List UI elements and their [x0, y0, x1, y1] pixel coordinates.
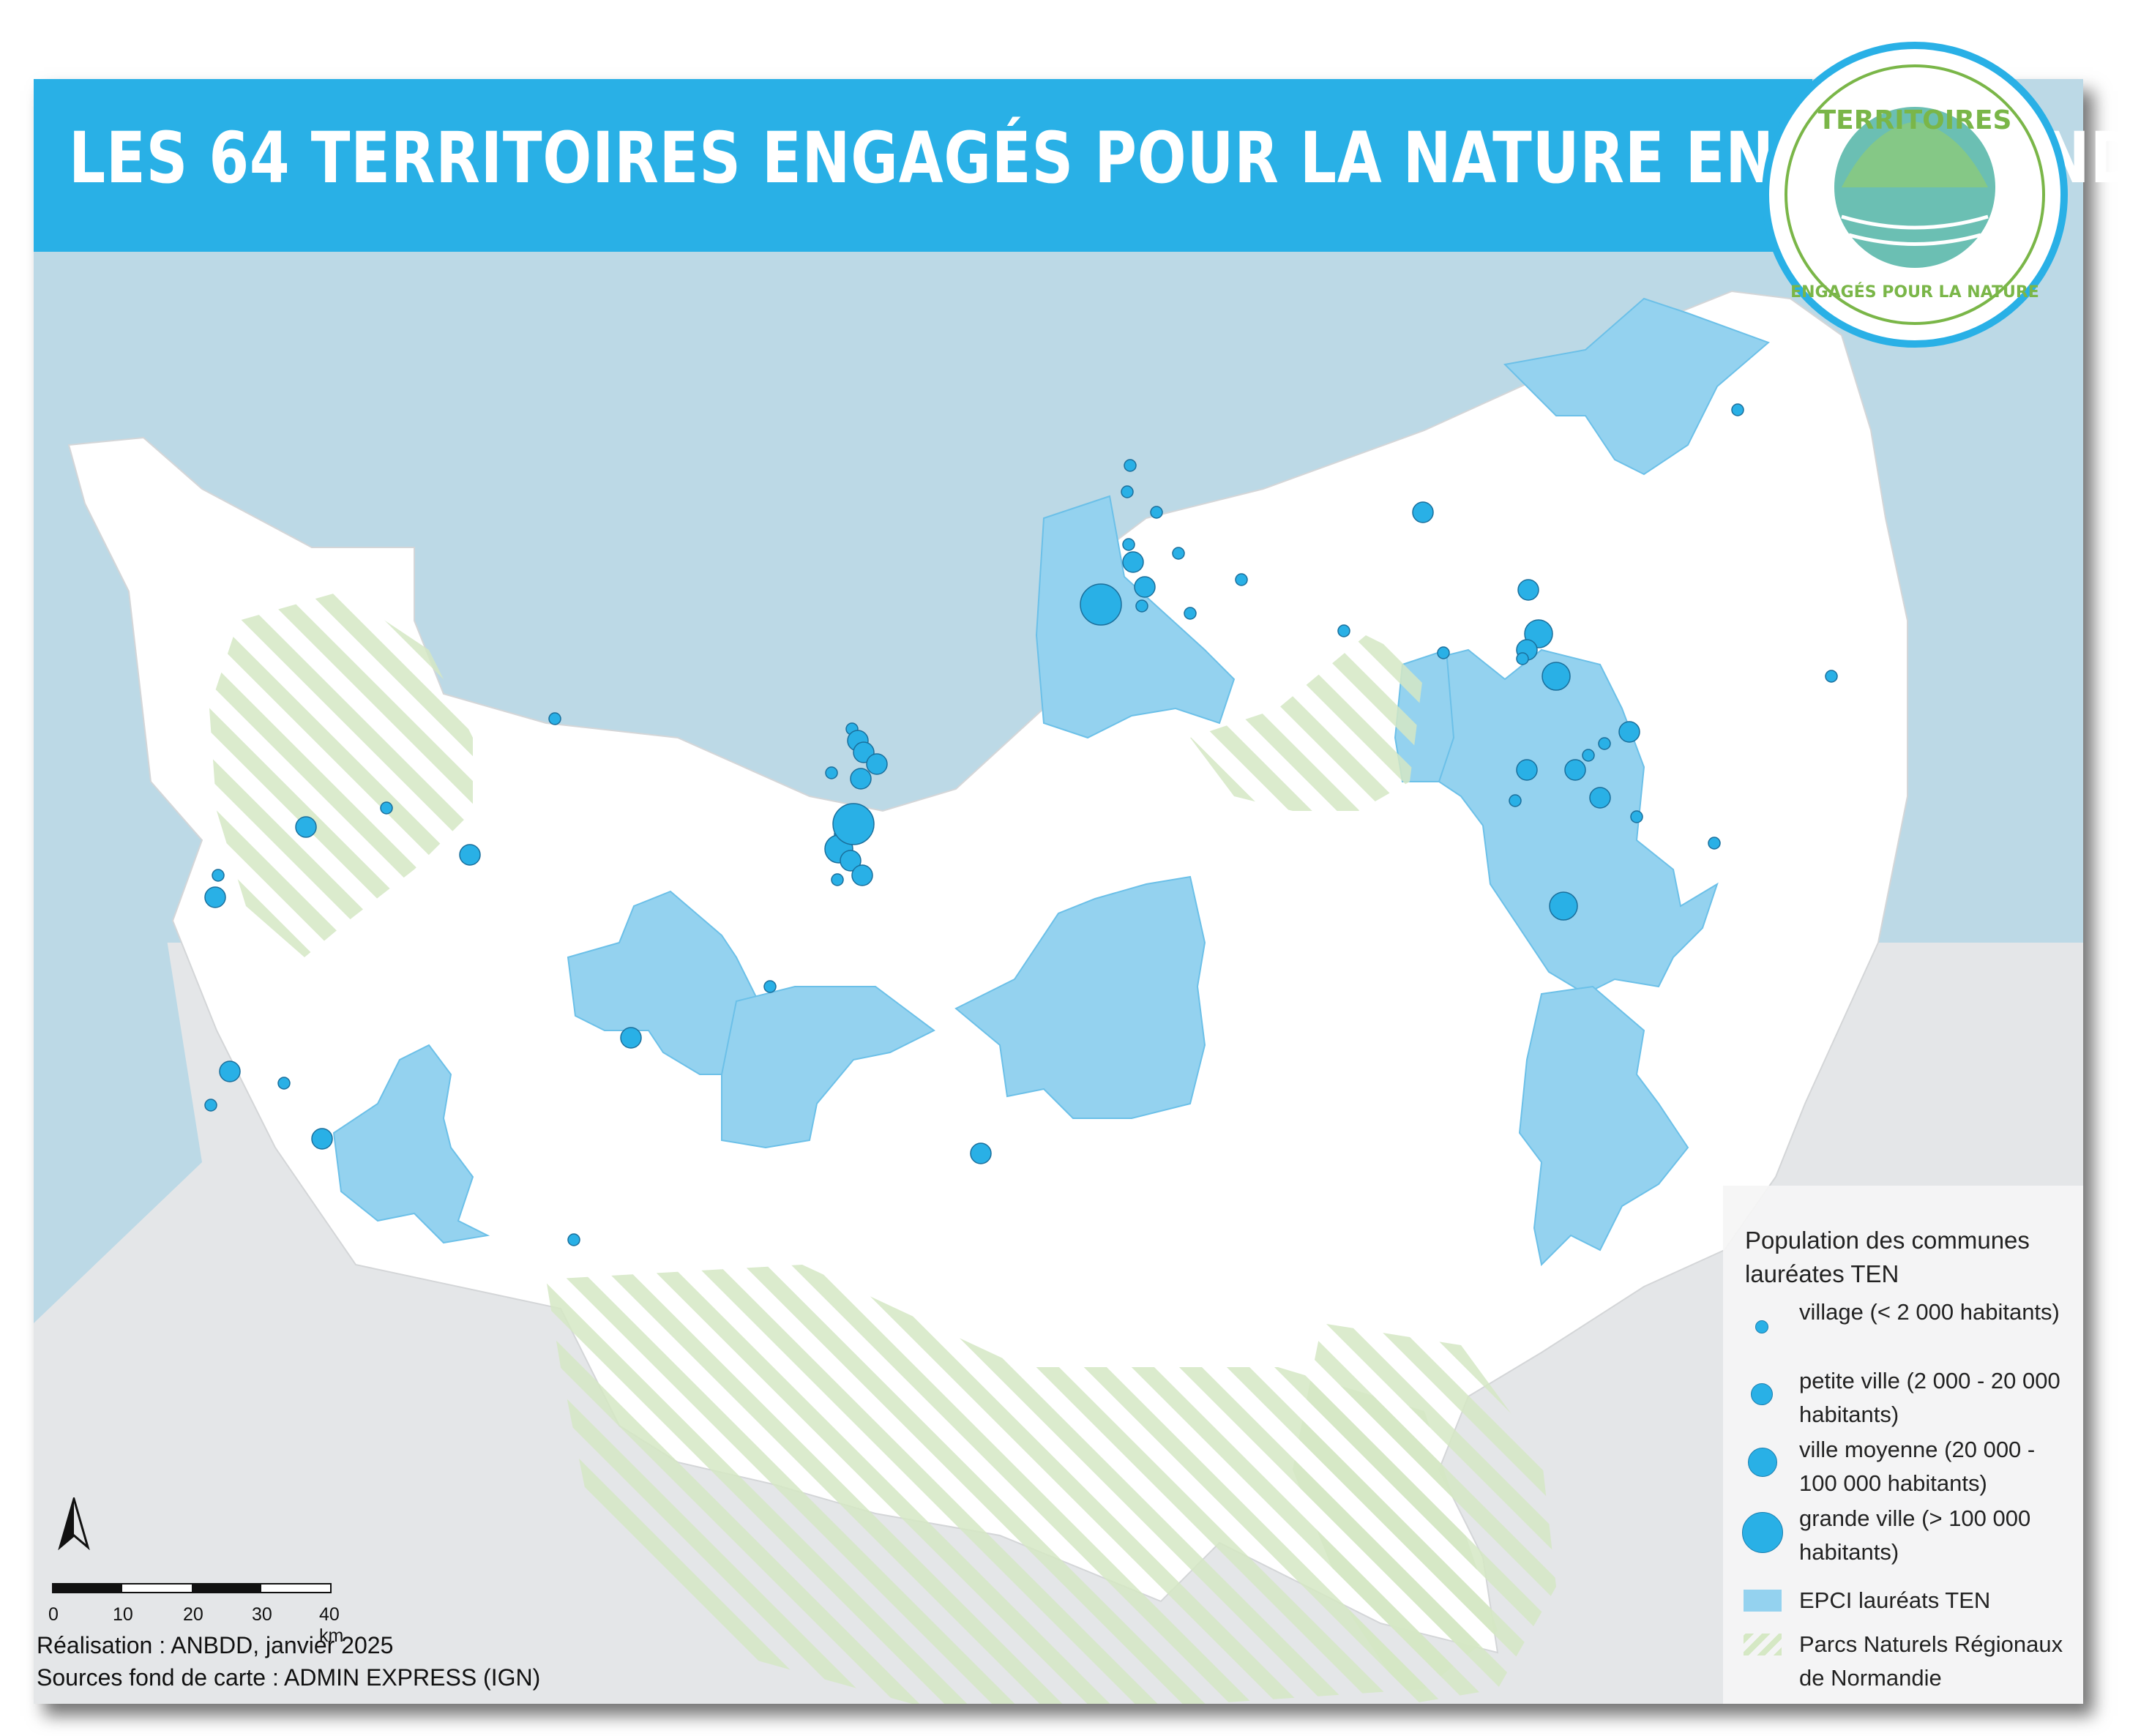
- commune-marker[interactable]: [1134, 576, 1156, 598]
- commune-marker[interactable]: [311, 1128, 333, 1150]
- scale-tick: 40 km: [319, 1604, 344, 1646]
- commune-marker[interactable]: [1337, 624, 1350, 637]
- commune-marker[interactable]: [219, 1060, 241, 1082]
- scale-tick: 30: [252, 1604, 272, 1625]
- commune-marker[interactable]: [1121, 485, 1134, 498]
- scale-tick: 20: [183, 1604, 203, 1625]
- legend-symbol-epci: [1744, 1590, 1782, 1612]
- commune-marker[interactable]: [548, 712, 561, 725]
- commune-marker[interactable]: [1598, 737, 1611, 750]
- scale-bar: 0 10 20 30 40 km: [48, 1579, 359, 1646]
- legend-symbol-petite-ville: [1751, 1383, 1773, 1405]
- legend-symbol-village: [1755, 1320, 1768, 1333]
- credits-line-author: Réalisation : ANBDD, janvier 2025: [37, 1632, 394, 1658]
- commune-marker[interactable]: [825, 766, 838, 779]
- commune-marker[interactable]: [620, 1027, 642, 1049]
- commune-marker[interactable]: [1124, 459, 1137, 472]
- commune-marker[interactable]: [1122, 551, 1144, 573]
- commune-marker[interactable]: [1582, 749, 1595, 762]
- pnr-perche[interactable]: [1293, 1323, 1556, 1704]
- epci-saint-lo[interactable]: [332, 1044, 490, 1244]
- legend-label-village: village (< 2 000 habitants): [1799, 1299, 2060, 1325]
- commune-marker[interactable]: [1825, 670, 1838, 683]
- north-arrow-icon: [58, 1497, 90, 1550]
- legend-title: Population des communes lauréates TEN: [1745, 1227, 2030, 1287]
- commune-marker[interactable]: [1516, 759, 1538, 781]
- legend-symbol-ville-moyenne: [1748, 1448, 1777, 1477]
- commune-marker[interactable]: [1618, 721, 1640, 743]
- commune-marker[interactable]: [212, 869, 225, 882]
- commune-marker[interactable]: [1080, 583, 1122, 626]
- pnr-normandie-maine[interactable]: [546, 1265, 1498, 1704]
- scale-tick: 10: [113, 1604, 133, 1625]
- commune-marker[interactable]: [1437, 646, 1450, 659]
- epci-lisieux[interactable]: [954, 875, 1206, 1119]
- commune-marker[interactable]: [1172, 547, 1185, 560]
- commune-marker[interactable]: [970, 1142, 992, 1164]
- commune-marker[interactable]: [567, 1233, 580, 1246]
- sea-west: [34, 445, 202, 1323]
- commune-marker[interactable]: [1412, 501, 1434, 523]
- epci-dieppe[interactable]: [1503, 297, 1770, 476]
- epci-rouen[interactable]: [1408, 648, 1719, 995]
- commune-marker[interactable]: [840, 850, 862, 872]
- commune-marker[interactable]: [1517, 579, 1539, 601]
- logo-bottom-text: ENGAGÉS POUR LA NATURE: [1790, 283, 2039, 302]
- logo-top-text: TERRITOIRES: [1818, 105, 2012, 135]
- commune-marker[interactable]: [866, 753, 888, 775]
- legend-label-petite-ville: petite ville (2 000 - 20 000 habitants): [1799, 1368, 2060, 1427]
- commune-marker[interactable]: [1235, 573, 1248, 586]
- commune-marker[interactable]: [1509, 794, 1522, 807]
- commune-marker[interactable]: [1708, 837, 1721, 850]
- commune-marker[interactable]: [1564, 759, 1586, 781]
- legend-symbol-pnr: [1744, 1634, 1782, 1655]
- commune-marker[interactable]: [204, 886, 226, 908]
- commune-marker[interactable]: [1184, 607, 1197, 620]
- commune-marker[interactable]: [1122, 538, 1135, 551]
- credits-line-sources: Sources fond de carte : ADMIN EXPRESS (I…: [37, 1664, 541, 1691]
- legend-label-ville-moyenne: ville moyenne (20 000 - 100 000 habitant…: [1799, 1437, 2036, 1496]
- epci-le-havre[interactable]: [1035, 495, 1236, 739]
- commune-marker[interactable]: [1630, 810, 1643, 823]
- map-legend: Population des communes lauréates TEN vi…: [1723, 1186, 2083, 1704]
- commune-marker[interactable]: [277, 1077, 291, 1090]
- commune-marker[interactable]: [380, 801, 393, 815]
- commune-marker[interactable]: [1516, 652, 1529, 665]
- epci-caen-sud[interactable]: [721, 986, 935, 1149]
- commune-marker[interactable]: [1135, 599, 1148, 613]
- pnr-areas: [209, 591, 1556, 1704]
- commune-marker[interactable]: [832, 803, 875, 845]
- commune-marker[interactable]: [1542, 662, 1571, 691]
- pnr-boucles-seine[interactable]: [1190, 635, 1424, 811]
- legend-label-pnr: Parcs Naturels Régionaux de Normandie: [1799, 1631, 2063, 1691]
- commune-marker[interactable]: [1589, 787, 1611, 809]
- commune-marker[interactable]: [1549, 891, 1578, 921]
- commune-marker[interactable]: [204, 1099, 217, 1112]
- legend-symbol-grande-ville: [1742, 1512, 1783, 1553]
- commune-marker[interactable]: [831, 873, 844, 886]
- pnr-marais-cotentin[interactable]: [209, 591, 473, 957]
- map-credits: Réalisation : ANBDD, janvier 2025 Source…: [37, 1629, 540, 1694]
- commune-marker[interactable]: [459, 844, 481, 866]
- commune-marker[interactable]: [850, 768, 872, 790]
- commune-marker[interactable]: [763, 980, 777, 993]
- epci-evreux[interactable]: [1518, 985, 1689, 1267]
- legend-label-epci: EPCI lauréats TEN: [1799, 1587, 1991, 1613]
- commune-marker[interactable]: [1731, 403, 1744, 416]
- title-bar: LES 64 TERRITOIRES ENGAGÉS POUR LA NATUR…: [34, 79, 2130, 252]
- legend-label-grande-ville: grande ville (> 100 000 habitants): [1799, 1505, 2031, 1565]
- commune-marker[interactable]: [295, 816, 317, 838]
- commune-marker[interactable]: [1150, 506, 1163, 519]
- logo-territoires-engages: TERRITOIRES ENGAGÉS POUR LA NATURE: [1762, 42, 2068, 348]
- epci-areas: [332, 297, 1770, 1267]
- commune-marker[interactable]: [851, 864, 873, 886]
- scale-tick: 0: [48, 1604, 59, 1625]
